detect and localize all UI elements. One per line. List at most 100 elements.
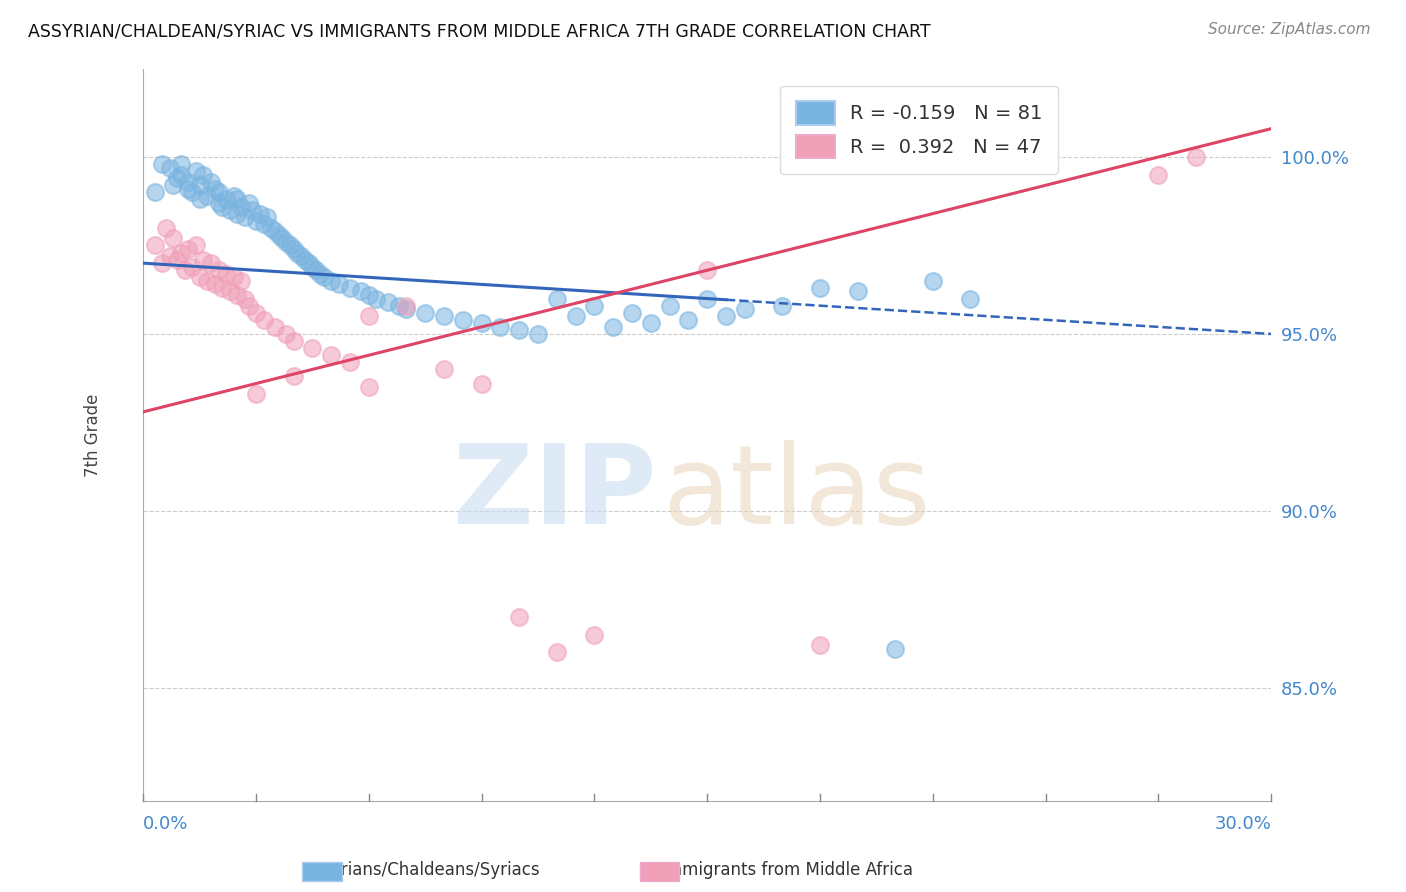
- Legend: R = -0.159   N = 81, R =  0.392   N = 47: R = -0.159 N = 81, R = 0.392 N = 47: [780, 86, 1059, 174]
- Point: [357, 288, 380, 302]
- Point: [181, 260, 204, 274]
- Point: [150, 157, 173, 171]
- Point: [200, 256, 222, 270]
- Point: [451, 313, 474, 327]
- Point: [143, 186, 166, 200]
- Point: [602, 319, 624, 334]
- Point: [215, 267, 238, 281]
- Point: [305, 263, 328, 277]
- Point: [177, 242, 200, 256]
- Point: [471, 316, 494, 330]
- Point: [193, 252, 215, 267]
- Point: [170, 168, 193, 182]
- Point: [188, 178, 211, 193]
- Point: [290, 249, 312, 263]
- Point: [328, 277, 350, 292]
- Point: [366, 292, 388, 306]
- Point: [170, 245, 193, 260]
- Point: [471, 376, 494, 391]
- Point: [245, 387, 267, 401]
- Point: [188, 270, 211, 285]
- Point: [283, 369, 305, 384]
- Point: [264, 319, 287, 334]
- Point: [433, 310, 456, 324]
- Point: [658, 299, 681, 313]
- Point: [159, 249, 181, 263]
- Point: [884, 642, 907, 657]
- Point: [846, 285, 869, 299]
- Point: [696, 292, 718, 306]
- Point: [222, 270, 245, 285]
- Point: [276, 326, 298, 341]
- Point: [218, 203, 240, 218]
- Point: [226, 206, 249, 220]
- Point: [350, 285, 373, 299]
- Point: [240, 203, 263, 218]
- Point: [357, 310, 380, 324]
- Point: [170, 157, 193, 171]
- Point: [207, 186, 229, 200]
- Point: [508, 323, 530, 337]
- Point: [546, 645, 568, 659]
- Text: 30.0%: 30.0%: [1215, 815, 1271, 833]
- Point: [312, 270, 335, 285]
- Point: [229, 274, 252, 288]
- Point: [278, 238, 301, 252]
- Point: [388, 299, 411, 313]
- Point: [162, 178, 184, 193]
- Point: [527, 326, 550, 341]
- Point: [1147, 168, 1170, 182]
- Point: [184, 164, 207, 178]
- Point: [301, 260, 323, 274]
- Point: [489, 319, 512, 334]
- Point: [177, 182, 200, 196]
- Text: Source: ZipAtlas.com: Source: ZipAtlas.com: [1208, 22, 1371, 37]
- Point: [173, 263, 195, 277]
- Text: 7th Grade: 7th Grade: [83, 393, 101, 476]
- Point: [181, 186, 204, 200]
- Point: [204, 277, 226, 292]
- Point: [253, 217, 276, 231]
- Point: [294, 252, 316, 267]
- Point: [226, 288, 249, 302]
- Point: [433, 362, 456, 376]
- Point: [222, 189, 245, 203]
- Point: [321, 348, 343, 362]
- Point: [207, 196, 229, 211]
- Point: [229, 200, 252, 214]
- Point: [233, 210, 256, 224]
- Point: [564, 310, 586, 324]
- Point: [245, 306, 267, 320]
- Point: [678, 313, 700, 327]
- Point: [339, 281, 361, 295]
- Point: [162, 231, 184, 245]
- Point: [155, 220, 177, 235]
- Point: [215, 193, 238, 207]
- Point: [211, 281, 233, 295]
- Point: [195, 189, 218, 203]
- Point: [808, 281, 831, 295]
- Point: [166, 171, 188, 186]
- Point: [309, 267, 332, 281]
- Point: [207, 263, 229, 277]
- Text: atlas: atlas: [662, 440, 931, 547]
- Point: [283, 242, 305, 256]
- Point: [143, 238, 166, 252]
- Point: [271, 231, 294, 245]
- Point: [264, 224, 287, 238]
- Point: [959, 292, 981, 306]
- Text: Immigrants from Middle Africa: Immigrants from Middle Africa: [661, 861, 914, 879]
- Point: [714, 310, 737, 324]
- Point: [159, 161, 181, 175]
- Point: [377, 295, 399, 310]
- Point: [546, 292, 568, 306]
- Point: [226, 193, 249, 207]
- Point: [339, 355, 361, 369]
- Point: [413, 306, 436, 320]
- Point: [260, 220, 283, 235]
- Point: [276, 235, 298, 249]
- Point: [301, 341, 323, 355]
- Text: 0.0%: 0.0%: [143, 815, 188, 833]
- Point: [233, 292, 256, 306]
- Point: [640, 316, 662, 330]
